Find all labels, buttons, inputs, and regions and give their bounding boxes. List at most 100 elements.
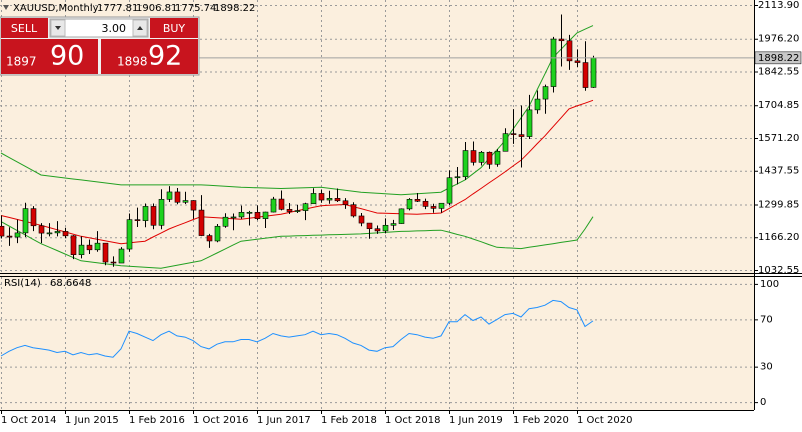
candle-body	[390, 223, 397, 226]
candle-body	[110, 261, 117, 264]
candle-body	[238, 211, 245, 218]
y-tick-label: 30	[760, 362, 773, 373]
candle-body	[302, 203, 309, 211]
x-tick-label: 1 Jun 2019	[449, 415, 503, 426]
candle-body	[14, 232, 21, 238]
price-tag	[754, 51, 802, 65]
sell-label: SELL	[11, 22, 38, 35]
candle-body	[326, 198, 333, 201]
x-tick-label: 1 Jun 2017	[257, 415, 311, 426]
candle-body	[126, 219, 133, 250]
candle-body	[478, 151, 485, 163]
candle-body	[494, 150, 501, 165]
candle-body	[590, 57, 597, 88]
ask-box[interactable]	[101, 39, 198, 74]
candle-body	[198, 209, 205, 236]
bid-prefix: 1897	[6, 55, 37, 69]
candle-body	[246, 211, 253, 214]
candle-body	[382, 224, 389, 232]
y-tick-label: 1437.55	[758, 166, 799, 177]
candle-body	[582, 62, 589, 88]
candle-body	[502, 133, 509, 152]
ohlc-open: 1777.81	[97, 3, 138, 14]
x-tick-label: 1 Feb 2018	[321, 415, 377, 426]
candle-body	[0, 225, 5, 237]
ohlc-high: 1906.81	[136, 3, 177, 14]
candle-body	[6, 235, 13, 238]
candle-body	[142, 206, 149, 221]
bid-pips: 90	[50, 41, 84, 72]
ohlc-close: 1898.22	[214, 3, 255, 14]
chart-title: XAUUSD,Monthly	[13, 3, 99, 14]
candle-body	[270, 198, 277, 213]
arrow-icon	[55, 26, 61, 30]
rsi-value: 68.6648	[50, 278, 91, 289]
candle-body	[86, 244, 93, 251]
candle-body	[318, 193, 325, 201]
candle-body	[118, 248, 125, 264]
candle-body	[518, 134, 525, 137]
candle-body	[230, 216, 237, 219]
buy-button[interactable]	[150, 18, 198, 38]
y-tick-label: 1571.20	[758, 133, 799, 144]
candle-body	[422, 200, 429, 207]
candle-body	[102, 242, 109, 263]
ask-prefix: 1898	[117, 55, 148, 69]
bid-box[interactable]	[1, 39, 98, 74]
candle-body	[214, 225, 221, 242]
candle-body	[486, 151, 493, 165]
candle-body	[46, 232, 53, 235]
candle-body	[134, 219, 141, 221]
symbol-icon	[3, 5, 9, 10]
candle-body	[462, 150, 469, 178]
buy-label: BUY	[163, 22, 186, 35]
candle-body	[574, 60, 581, 63]
candle-body	[470, 150, 477, 163]
candle-body	[70, 235, 77, 255]
candle-body	[438, 202, 445, 209]
x-tick-label: 1 Jun 2015	[65, 415, 119, 426]
y-tick-label: 70	[760, 314, 773, 325]
candle-body	[206, 235, 213, 242]
price-tag-label: 1898.22	[758, 53, 799, 64]
candle-body	[286, 209, 293, 212]
candle-body	[62, 231, 69, 237]
y-tick-label: 1842.55	[758, 66, 799, 77]
candle-body	[414, 199, 421, 202]
candle-body	[406, 199, 413, 210]
candle-body	[526, 109, 533, 137]
candle-body	[174, 191, 181, 203]
x-tick-label: 1 Oct 2020	[577, 415, 632, 426]
candle-body	[510, 133, 517, 135]
y-tick-label: 1976.20	[758, 34, 799, 45]
candle-body	[38, 225, 45, 234]
y-tick-label: 0	[760, 397, 766, 408]
sell-button[interactable]	[1, 18, 48, 38]
candle-body	[222, 216, 229, 227]
candle-body	[454, 176, 461, 179]
candle-body	[190, 200, 197, 211]
candle-body	[446, 177, 453, 204]
ohlc-low: 1775.74	[175, 3, 216, 14]
indicator-line	[0, 25, 594, 196]
candle-body	[294, 210, 301, 212]
candle-body	[358, 215, 365, 224]
candle-body	[166, 191, 173, 200]
candle-body	[94, 242, 101, 251]
y-tick-label: 1299.85	[758, 199, 799, 210]
candle-body	[550, 38, 557, 87]
x-tick-label: 1 Oct 2014	[1, 415, 56, 426]
lots-input[interactable]	[49, 18, 149, 38]
rsi-line	[0, 299, 594, 358]
candle-body	[262, 211, 269, 219]
candle-body	[534, 98, 541, 111]
candle-body	[398, 208, 405, 224]
x-tick-label: 1 Feb 2020	[513, 415, 569, 426]
candle-body	[542, 86, 549, 100]
y-tick-label: 2113.90	[758, 0, 799, 11]
y-tick-label: 1166.20	[758, 232, 799, 243]
x-tick-label: 1 Oct 2016	[193, 415, 248, 426]
candle-body	[278, 198, 285, 210]
